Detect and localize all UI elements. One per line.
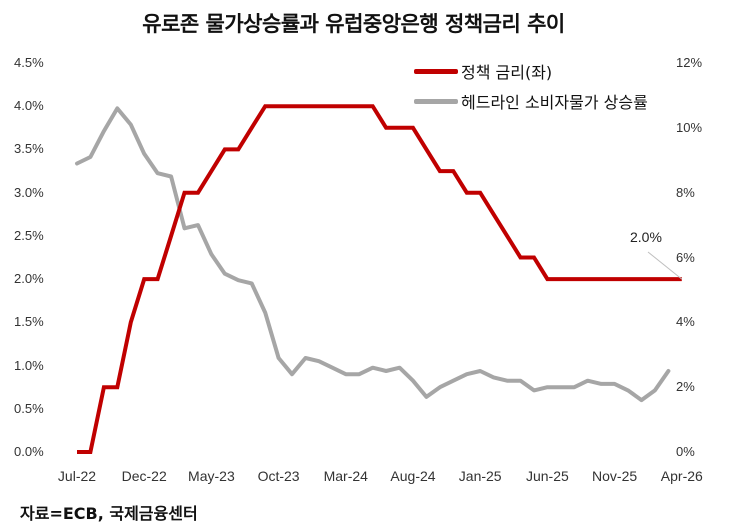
legend-label: 헤드라인 소비자물가 상승률	[461, 93, 648, 112]
source-note: 자료=ECB, 국제금융센터	[20, 504, 198, 523]
end-value-annotation: 2.0%	[630, 229, 662, 245]
x-axis-tick: Mar-24	[323, 468, 368, 484]
left-axis-tick: 2.0%	[14, 271, 44, 287]
left-axis-tick: 0.0%	[14, 444, 44, 459]
legend-item-policy-rate: 정책 금리(좌)	[414, 56, 648, 86]
chart-title: 유로존 물가상승률과 유럽중앙은행 정책금리 추이	[142, 12, 565, 36]
left-axis-tick: 2.5%	[14, 227, 44, 243]
cpi-swatch	[414, 98, 458, 104]
x-axis-tick: Apr-26	[660, 468, 703, 484]
x-axis-tick: Nov-25	[592, 468, 638, 484]
right-axis-tick: 8%	[676, 184, 695, 200]
x-axis-tick: Jun-25	[525, 468, 569, 484]
left-axis-tick: 4.5%	[14, 55, 44, 70]
right-axis-tick: 10%	[676, 119, 703, 135]
x-axis-tick: Jan-25	[458, 468, 502, 484]
policy-rate-line	[77, 104, 682, 454]
left-axis-tick: 3.5%	[14, 141, 44, 157]
legend-item-cpi: 헤드라인 소비자물가 상승률	[414, 86, 648, 116]
x-axis-tick: May-23	[188, 468, 235, 484]
right-axis-tick: 4%	[676, 314, 695, 330]
left-axis-tick: 1.0%	[14, 357, 44, 373]
x-axis-tick: Oct-23	[257, 468, 300, 484]
left-axis-tick: 1.5%	[14, 314, 44, 330]
legend: 정책 금리(좌) 헤드라인 소비자물가 상승률	[414, 56, 648, 116]
left-axis-tick: 4.0%	[14, 98, 44, 114]
right-axis-tick: 0%	[676, 444, 695, 459]
policy-rate-swatch	[414, 68, 458, 74]
cpi-line	[75, 106, 671, 403]
legend-label: 정책 금리(좌)	[461, 63, 553, 82]
x-axis-tick: Dec-22	[121, 468, 167, 484]
right-axis-tick: 12%	[676, 55, 703, 70]
x-axis-tick: Aug-24	[390, 468, 436, 484]
left-axis-tick: 0.5%	[14, 400, 44, 416]
x-axis-tick: Jul-22	[57, 468, 97, 484]
right-axis-tick: 6%	[676, 249, 695, 265]
annotation-leader-line	[647, 251, 683, 280]
right-axis-tick: 2%	[676, 379, 695, 395]
left-axis-tick: 3.0%	[14, 184, 44, 200]
